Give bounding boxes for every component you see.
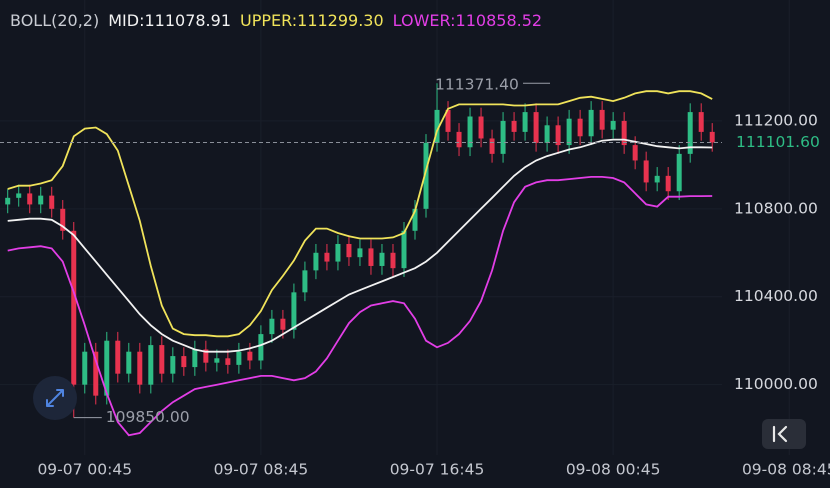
candle-body	[665, 175, 671, 192]
candle-body	[335, 243, 341, 262]
candle-body	[225, 358, 231, 365]
candle-body	[203, 349, 209, 363]
candle-body	[401, 230, 407, 269]
candle-body	[159, 345, 165, 374]
candle-body	[313, 252, 319, 271]
candle-body	[236, 351, 242, 365]
candle-body	[280, 318, 286, 330]
candle-body	[555, 125, 561, 146]
candle-body	[247, 351, 253, 361]
scroll-icon[interactable]	[772, 425, 788, 443]
scroll-button-bg[interactable]	[762, 419, 806, 449]
candle-body	[709, 131, 715, 143]
candle-body	[258, 334, 264, 361]
candle-body	[104, 340, 110, 396]
candle-body	[126, 351, 132, 374]
candle-body	[533, 112, 539, 143]
y-tick-label: 111200.00	[734, 111, 818, 129]
candle-body	[588, 109, 594, 137]
expand-icon[interactable]	[46, 389, 64, 407]
candle-body	[269, 318, 275, 335]
candle-body	[632, 145, 638, 161]
x-tick-label: 09-07 08:45	[214, 461, 309, 479]
candle-body	[654, 175, 660, 183]
candle-body	[489, 138, 495, 154]
candle-body	[291, 292, 297, 330]
candle-body	[82, 351, 88, 385]
x-tick-label: 09-08 08:45	[742, 461, 830, 479]
candle-body	[566, 118, 572, 146]
candle-body	[621, 120, 627, 146]
candle-body	[478, 116, 484, 139]
band-line	[7, 90, 713, 338]
candle-body	[511, 120, 517, 132]
candle-body	[467, 116, 473, 148]
candle-body	[456, 131, 462, 148]
candle-body	[599, 109, 605, 130]
candle-body	[346, 243, 352, 258]
last-price-label: 111101.60	[736, 133, 820, 151]
candle-body	[27, 193, 33, 205]
band-line	[7, 138, 713, 353]
legend-entry: LOWER:110858.52	[393, 11, 542, 30]
candle-body	[324, 252, 330, 262]
candle-body	[60, 208, 66, 231]
x-tick-label: 09-07 00:45	[37, 461, 132, 479]
x-tick-label: 09-07 16:45	[390, 461, 485, 479]
y-tick-label: 110000.00	[734, 375, 818, 393]
y-tick-label: 110400.00	[734, 287, 818, 305]
candle-body	[522, 112, 528, 132]
candle-body	[5, 197, 11, 205]
candle-body	[434, 109, 440, 143]
candle-body	[368, 248, 374, 266]
band-line	[7, 176, 713, 437]
candle-body	[676, 153, 682, 192]
high-label: 111371.40	[435, 76, 519, 94]
candle-body	[38, 195, 44, 205]
candle-body	[698, 112, 704, 132]
candle-body	[687, 112, 693, 154]
candle-body	[445, 109, 451, 132]
candle-body	[577, 118, 583, 137]
candle-body	[379, 252, 385, 266]
candle-body	[115, 340, 121, 374]
candle-body	[643, 160, 649, 183]
candle-body	[148, 345, 154, 385]
candle-body	[49, 195, 55, 209]
candle-body	[16, 193, 22, 198]
candle-body	[214, 358, 220, 363]
candle-body	[390, 252, 396, 269]
grid	[0, 0, 789, 455]
axes: 110000.00 110400.00 110800.00 111200.00 09-0…	[37, 76, 830, 479]
candle-body	[170, 356, 176, 374]
candle-body	[93, 351, 99, 396]
plot	[0, 83, 722, 437]
low-label: 109850.00	[106, 408, 190, 426]
candle-body	[302, 270, 308, 293]
y-tick-label: 110800.00	[734, 199, 818, 217]
candle-body	[500, 120, 506, 154]
candle-body	[181, 356, 187, 368]
candle-body	[412, 208, 418, 231]
candle-body	[192, 349, 198, 368]
indicator-name: BOLL(20,2)	[10, 11, 99, 30]
candle-body	[610, 120, 616, 130]
expand-button[interactable]	[33, 376, 77, 420]
candle-body	[423, 142, 429, 209]
candle-body	[357, 248, 363, 258]
candle-body	[544, 125, 550, 143]
candle-body	[71, 230, 77, 385]
x-tick-label: 09-08 00:45	[566, 461, 661, 479]
legend-entry: UPPER:111299.30	[240, 11, 384, 30]
indicator-header: BOLL(20,2) MID:111078.91 UPPER:111299.30 LO…	[10, 11, 542, 30]
legend-entry: MID:111078.91	[108, 11, 231, 30]
scroll-to-latest-button[interactable]	[762, 419, 806, 449]
candle-body	[137, 351, 143, 385]
